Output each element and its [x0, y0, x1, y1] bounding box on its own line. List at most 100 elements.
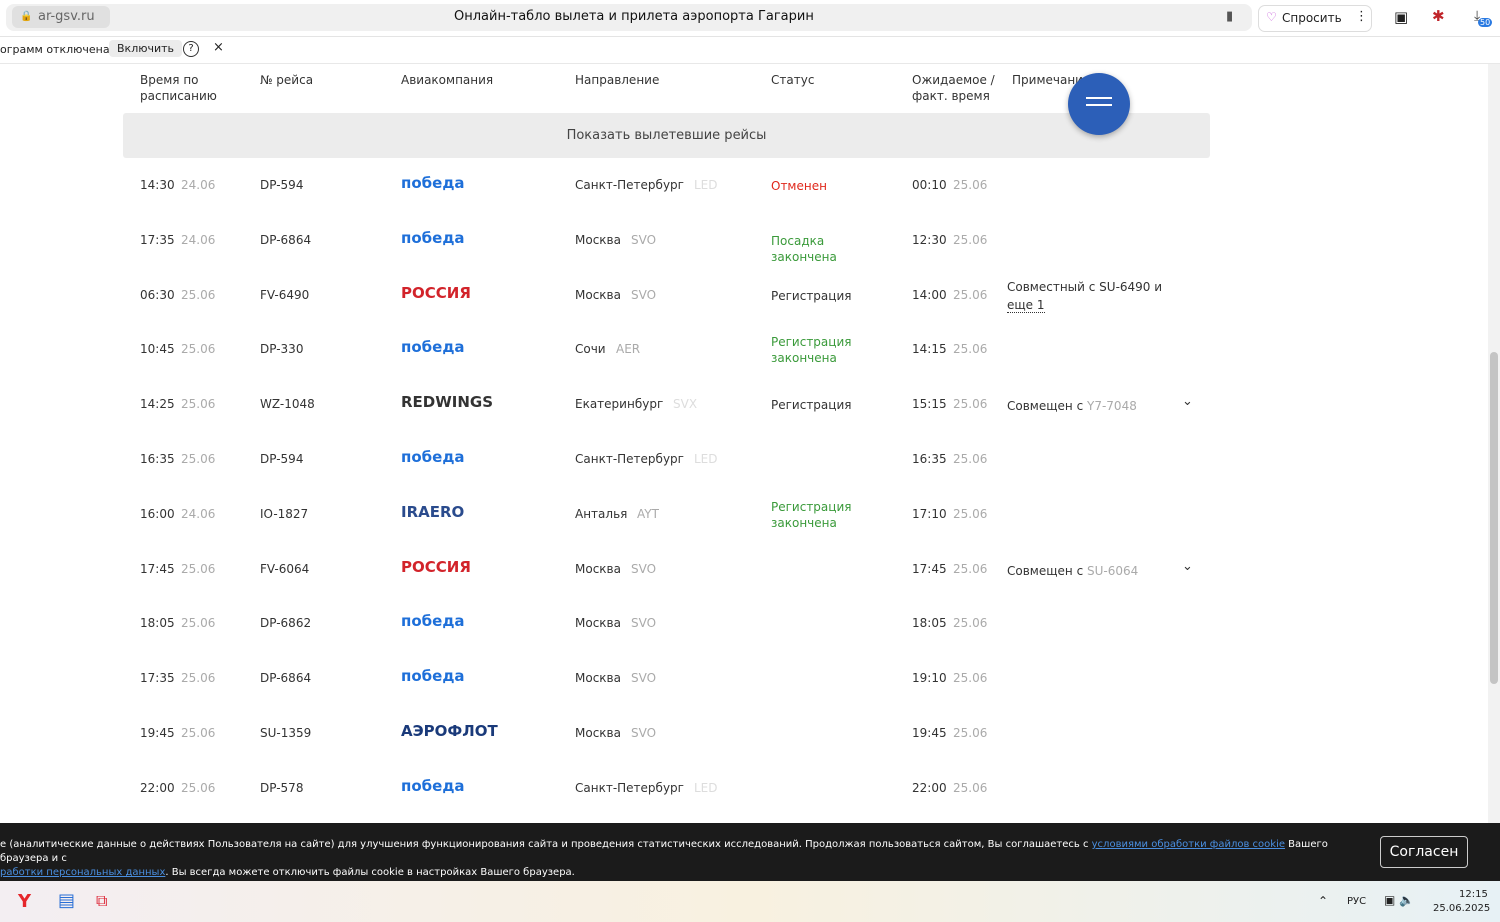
flight-row[interactable]: 10:45 25.06 DP-330 победа Сочи AER Регистрация…	[123, 322, 1210, 376]
page-title: Онлайн-табло вылета и прилета аэропорта …	[454, 9, 814, 24]
flight-status: Регистрация закончена	[771, 335, 852, 366]
scroll-thumb[interactable]	[1490, 352, 1498, 684]
flight-row[interactable]: 14:30 24.06 DP-594 победа Санкт-Петербург LED…	[123, 158, 1210, 212]
flight-row[interactable]: 18:05 25.06 DP-6862 победа Москва SVO 18:05 25.…	[123, 596, 1210, 650]
flight-status: Регистрация	[771, 398, 852, 413]
clock-date: 25.06.2025	[1433, 903, 1491, 914]
airline-logo: РОССИЯ	[401, 557, 471, 576]
expected-date: 25.06	[953, 780, 988, 795]
tray-arrow[interactable]: ⌃	[1318, 894, 1329, 908]
app-taskbar-icon[interactable]: ⧉	[96, 891, 108, 910]
expected-time: 19:45	[912, 726, 947, 740]
extension-icon[interactable]: ▣	[1394, 8, 1409, 26]
scrollbar[interactable]	[1488, 64, 1500, 881]
close-button[interactable]: ×	[213, 40, 224, 55]
cookie-text-part: . Вы всегда можете отключить файлы cooki…	[165, 867, 575, 878]
expected-date: 25.06	[953, 178, 988, 192]
language[interactable]: РУС	[1347, 896, 1367, 907]
enable-button[interactable]: Включить	[109, 40, 183, 57]
scheduled-date: 25.06	[181, 561, 216, 576]
scheduled-time: 10:45	[140, 342, 175, 357]
privacy-link[interactable]: работки персональных данных	[0, 867, 166, 878]
menu-fab[interactable]	[1068, 73, 1130, 135]
expected-time: 14:00	[912, 287, 947, 302]
flight-row[interactable]: 06:30 25.06 FV-6490 РОССИЯ Москва SVO Регистра…	[123, 268, 1210, 322]
content: Время по расписанию № рейса Авиакомпания На…	[0, 64, 1488, 823]
show-departed-button[interactable]: Показать вылетевшие рейсы	[123, 113, 1210, 158]
expected-date: 25.06	[953, 671, 988, 686]
scheduled-date: 25.06	[181, 780, 216, 795]
expected-time: 14:15	[912, 342, 947, 357]
note-code: SU-6064	[1087, 563, 1139, 578]
destination-city: Москва	[575, 561, 621, 576]
taskbar: Y ▤ ⧉ ⌃ РУС ▣ 🔈 12:15 25.06.2025	[0, 881, 1500, 922]
url: ar-gsv.ru	[38, 9, 95, 24]
flight-status: Отменен	[771, 179, 827, 193]
expected-time: 16:35	[912, 452, 947, 466]
expected-date: 25.06	[953, 342, 988, 357]
expand-chevron[interactable]: ⌄	[1182, 558, 1193, 574]
destination-city: Санкт-Петербург	[575, 780, 684, 795]
agree-button[interactable]: Согласен	[1380, 836, 1468, 868]
cookie-link[interactable]: условиями обработки файлов cookie	[1091, 839, 1285, 850]
browser-taskbar-icon[interactable]: Y	[18, 891, 32, 912]
expected-time: 18:05	[912, 616, 947, 631]
flight-row[interactable]: 14:25 25.06 WZ-1048 REDWINGS Екатеринбург SVX…	[123, 377, 1210, 431]
column-header: Авиакомпания	[401, 73, 494, 87]
expected-date: 25.06	[953, 287, 988, 302]
destination-city: Анталья	[575, 506, 628, 521]
flight-row[interactable]: 16:35 25.06 DP-594 победа Санкт-Петербург LED…	[123, 432, 1210, 486]
airport-code: SVO	[631, 287, 657, 302]
flight-number: DP-578	[260, 780, 304, 795]
ask-button[interactable]: ♡ Спросить ⋮	[1258, 5, 1372, 32]
flight-number: SU-1359	[260, 726, 312, 740]
address-bar[interactable]: 🔒 ar-gsv.ru Онлайн-табло вылета и прилет…	[6, 4, 1252, 31]
flight-row[interactable]: 17:45 25.06 FV-6064 РОССИЯ Москва SVO 17:45 25.…	[123, 542, 1210, 596]
airport-code: LED	[694, 178, 718, 192]
info-text: ограмм отключена	[0, 43, 110, 56]
airline-logo: победа	[401, 667, 465, 686]
airport-code: AYT	[637, 506, 659, 521]
flight-row[interactable]: 17:35 25.06 DP-6864 победа Москва SVO 19:10 25.…	[123, 651, 1210, 705]
flight-row[interactable]: 16:00 24.06 IO-1827 IRAERO Анталья AYT Регистр…	[123, 487, 1210, 541]
lock-icon: 🔒	[20, 11, 33, 22]
notepad-taskbar-icon[interactable]: ▤	[58, 890, 76, 911]
help-button[interactable]: ?	[183, 41, 199, 57]
note: Совместный с SU-6490 и еще 1	[1007, 279, 1163, 313]
destination-city: Сочи	[575, 342, 606, 357]
scheduled-date: 24.06	[181, 506, 216, 521]
column-header: Статус	[771, 73, 815, 87]
note-more-link[interactable]: еще 1	[1007, 297, 1045, 313]
tray-icons[interactable]: ▣ 🔈	[1384, 893, 1415, 907]
flight-row[interactable]: 22:00 25.06 DP-578 победа Санкт-Петербург LED…	[123, 761, 1210, 815]
scheduled-time: 14:30	[140, 178, 175, 192]
expected-date: 25.06	[953, 452, 988, 466]
column-header: Направление	[575, 73, 660, 87]
download-icon[interactable]: ⤓	[1474, 8, 1481, 24]
scheduled-date: 25.06	[181, 726, 216, 740]
bookmark-icon[interactable]: ▮	[1226, 9, 1234, 24]
scheduled-time: 17:35	[140, 232, 175, 247]
flight-status: Регистрация закончена	[771, 499, 852, 530]
url-chip[interactable]: 🔒 ar-gsv.ru	[12, 6, 110, 28]
destination-city: Санкт-Петербург	[575, 452, 684, 466]
airport-code: AER	[616, 342, 641, 357]
flight-number: DP-594	[260, 452, 304, 466]
cookie-text-part: Вашего браузера и с	[0, 839, 1328, 864]
expected-time: 17:45	[912, 561, 947, 576]
flight-row[interactable]: 19:45 25.06 SU-1359 АЭРОФЛОТ Москва SVO 19:45 2…	[123, 706, 1210, 760]
scheduled-time: 14:25	[140, 397, 175, 412]
destination-city: Москва	[575, 616, 621, 631]
note: Совмещен с SU-6064	[1007, 563, 1139, 578]
flight-number: DP-594	[260, 178, 304, 192]
flight-row[interactable]: 17:35 24.06 DP-6864 победа Москва SVO Посадка …	[123, 213, 1210, 267]
extension-icon[interactable]: ✱	[1432, 7, 1445, 25]
scheduled-time: 16:35	[140, 452, 175, 466]
scheduled-date: 25.06	[181, 671, 216, 686]
expand-chevron[interactable]: ⌄	[1182, 394, 1193, 410]
flight-number: WZ-1048	[260, 397, 315, 412]
airport-code: LED	[694, 452, 718, 466]
expected-time: 19:10	[912, 671, 947, 686]
expected-date: 25.06	[953, 506, 988, 521]
